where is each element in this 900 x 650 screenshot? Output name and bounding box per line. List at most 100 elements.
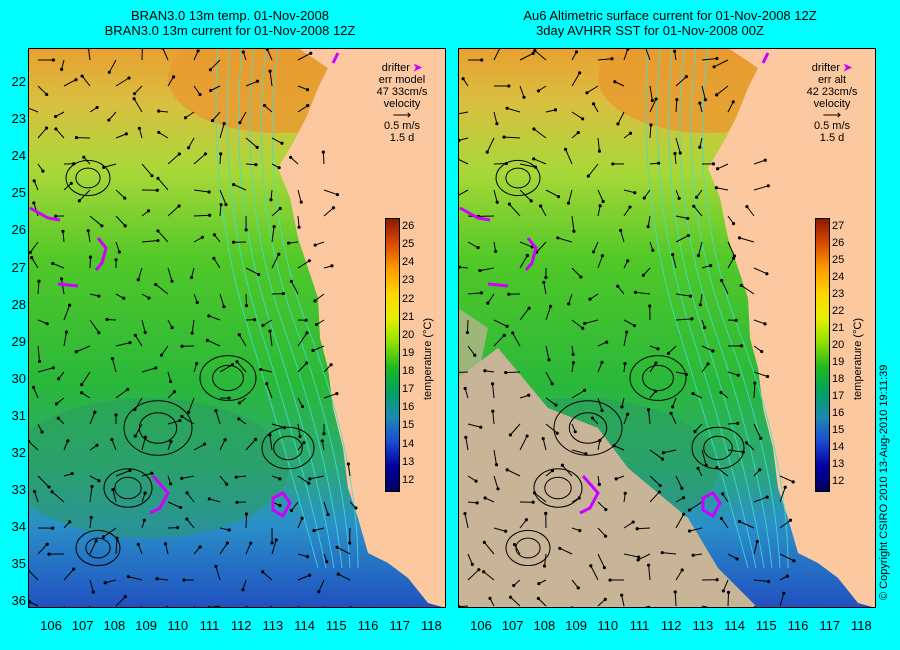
current-vector-head [88, 255, 93, 259]
current-vector [465, 437, 469, 451]
colorbar-tick: 12 [832, 475, 845, 487]
lat-label: 32 [11, 445, 26, 460]
current-vector-head [635, 527, 639, 531]
current-vector-head [335, 192, 339, 197]
lat-label: 27 [11, 259, 26, 275]
current-vector [323, 207, 334, 217]
left-legend-err-value: 47 33cm/s [376, 86, 428, 98]
current-vector [586, 85, 599, 94]
current-vector [191, 319, 195, 334]
current-vector-head [720, 278, 724, 283]
left-map-svg [28, 48, 446, 608]
current-vector [727, 257, 735, 269]
current-vector-head [207, 497, 211, 501]
current-vector-head [531, 51, 535, 55]
current-vector-head [507, 202, 511, 206]
lon-label: 109 [135, 618, 157, 633]
current-vector [271, 226, 275, 243]
colorbar-tick: 12 [402, 473, 415, 486]
lat-label: 28 [11, 296, 26, 312]
current-vector [623, 521, 634, 529]
right-map-panel[interactable] [458, 48, 876, 608]
current-vector [134, 423, 143, 437]
current-vector-head [313, 243, 317, 247]
current-vector-head [632, 323, 637, 328]
current-vector [649, 449, 663, 460]
current-vector [753, 319, 766, 325]
drifter-track [331, 52, 340, 64]
eddy-streamline [691, 426, 745, 470]
current-vector [597, 362, 603, 373]
map-frame [458, 48, 876, 608]
current-vector-head [524, 518, 529, 522]
isobath-contour [271, 48, 359, 569]
current-vector [34, 491, 39, 503]
current-vector [338, 573, 351, 581]
right-title-line2: 3day AVHRR SST for 01-Nov-2008 00Z [536, 23, 764, 38]
current-vector [493, 475, 499, 489]
isobath-contour [226, 48, 327, 569]
current-vector [245, 543, 252, 555]
current-vector-head [127, 76, 131, 80]
current-vector [28, 440, 39, 451]
left-map-panel[interactable] [28, 48, 446, 608]
current-vector [155, 284, 169, 295]
isobath-contour [238, 48, 335, 569]
current-vector [31, 257, 39, 269]
current-vector [297, 105, 308, 113]
current-vector [533, 158, 547, 165]
current-vector [493, 319, 508, 327]
current-vector [746, 442, 755, 451]
current-vector [483, 571, 495, 581]
current-vector [323, 501, 329, 515]
current-vector-head [82, 155, 86, 159]
current-vector-head [268, 329, 272, 333]
current-vector-head [600, 254, 605, 258]
colorbar-tick: 21 [402, 310, 415, 323]
current-vector-head [574, 50, 579, 54]
current-vector-head [598, 204, 602, 208]
lat-label: 23 [11, 111, 26, 127]
current-vector-head [74, 350, 78, 354]
current-vector [89, 412, 96, 425]
current-vector [597, 137, 600, 152]
current-vector-head [61, 229, 65, 233]
current-vector-head [476, 246, 480, 250]
current-vector-head [128, 468, 132, 473]
current-vector [89, 486, 93, 503]
current-vector-head [302, 440, 306, 445]
current-vector-head [573, 430, 577, 434]
land-coast [278, 48, 446, 608]
current-vector [533, 128, 547, 139]
drifter-track [29, 206, 61, 222]
current-vector-head [463, 512, 467, 516]
current-vector [87, 48, 91, 61]
current-vector-head [272, 224, 276, 229]
current-vector-head [103, 581, 107, 585]
current-vector-head [698, 303, 702, 307]
current-vector [245, 80, 258, 87]
current-vector [492, 411, 495, 425]
current-vector [458, 189, 469, 197]
current-vector-head [142, 518, 146, 522]
current-vector-head [54, 127, 58, 131]
current-vector [165, 543, 169, 555]
current-vector-head [488, 596, 492, 600]
current-vector-head [97, 330, 101, 335]
colorbar-tick: 21 [832, 322, 845, 334]
current-vector-head [737, 236, 742, 240]
current-vector-head [766, 579, 771, 584]
current-vector [262, 319, 273, 326]
current-vector [753, 185, 769, 191]
current-vector [133, 98, 143, 113]
current-vector [62, 231, 65, 243]
current-vector-head [583, 321, 587, 326]
current-vector-head [31, 385, 36, 390]
current-vector [674, 153, 677, 165]
current-vector-head [177, 152, 181, 156]
current-vector-head [40, 430, 44, 434]
right-legend-velocity: velocity [813, 98, 851, 110]
current-vector [115, 342, 131, 347]
current-vector-head [244, 512, 249, 516]
current-vector-head [277, 252, 281, 256]
